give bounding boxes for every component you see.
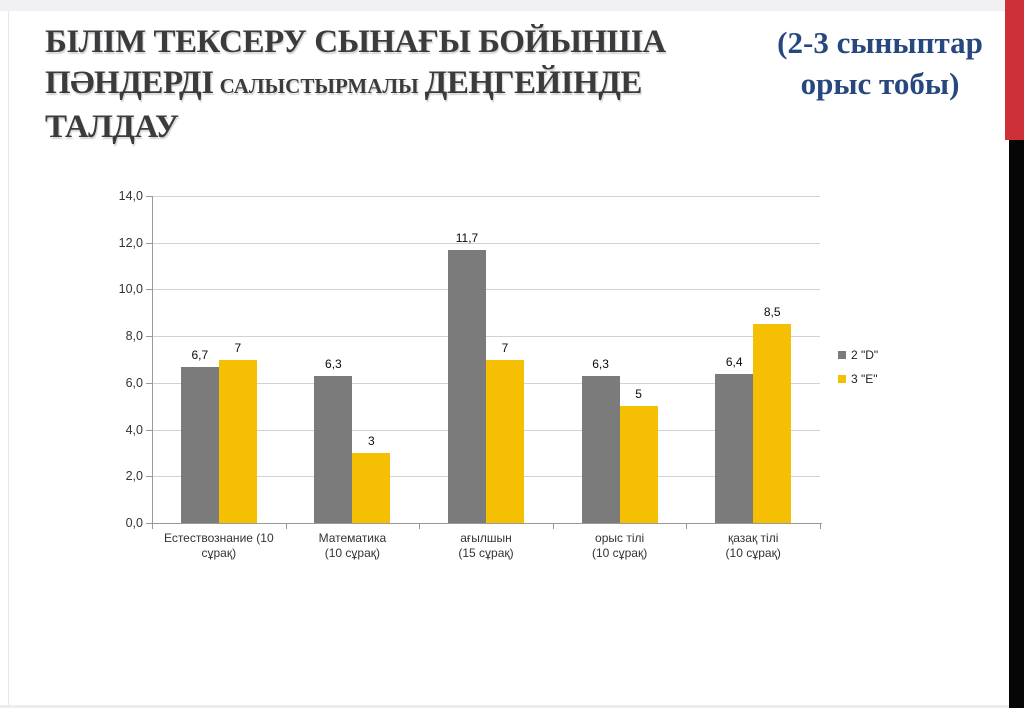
bar xyxy=(753,324,792,523)
y-tick-mark xyxy=(146,242,152,244)
title-line1: БІЛІМ ТЕКСЕРУ СЫНАҒЫ БОЙЫНША xyxy=(45,24,666,60)
gridline xyxy=(152,242,820,244)
category-label: Естествознание (10 сұрақ) xyxy=(152,531,286,561)
bar-value-label: 11,7 xyxy=(455,230,479,245)
category-label-line: сұрақ) xyxy=(201,546,237,560)
bar xyxy=(180,366,219,523)
x-axis-line xyxy=(146,523,822,524)
bar-value-label: 6,7 xyxy=(191,347,209,362)
y-tick-label: 2,0 xyxy=(125,469,143,484)
y-tick-mark xyxy=(146,523,152,524)
category-label-line: орыс тілі xyxy=(595,531,645,545)
bar xyxy=(486,359,524,523)
y-axis-labels: 0,0 2,0 4,0 6,0 8,0 10,0 12,0 14,0 xyxy=(98,189,143,530)
category-label-line: (10 сұрақ) xyxy=(591,546,648,560)
slide-border-top xyxy=(0,0,1024,11)
y-tick-label: 14,0 xyxy=(118,189,143,203)
slide-border-bottom xyxy=(0,705,1024,708)
y-tick-label: 6,0 xyxy=(125,375,143,390)
category-label-line: Математика xyxy=(318,531,387,545)
subtitle-line1: (2-3 сыныптар xyxy=(777,25,983,60)
bar-value-label: 7 xyxy=(234,340,242,355)
y-tick-mark xyxy=(146,382,152,384)
bar xyxy=(314,375,353,523)
y-tick-mark xyxy=(146,336,152,338)
slide-title: БІЛІМ ТЕКСЕРУ СЫНАҒЫ БОЙЫНША ПӘНДЕРДІ САЛ… xyxy=(45,22,769,148)
bar-value-label: 6,3 xyxy=(325,356,342,371)
x-tick-mark xyxy=(285,524,287,529)
y-axis-line xyxy=(152,196,153,524)
y-tick-mark xyxy=(146,289,152,291)
y-tick-label: 4,0 xyxy=(125,422,143,437)
gridline xyxy=(152,196,820,197)
legend-label: 2 "D" xyxy=(851,348,879,362)
legend-label: 3 "E" xyxy=(851,372,878,386)
x-tick-mark xyxy=(152,524,153,529)
slide-subtitle: (2-3 сыныптар орыс тобы) xyxy=(770,22,990,104)
x-tick-mark xyxy=(419,524,421,529)
bar xyxy=(715,373,754,523)
legend-swatch xyxy=(838,351,846,359)
red-accent-stripe xyxy=(1005,0,1024,140)
y-tick-mark xyxy=(146,196,152,197)
y-tick-label: 10,0 xyxy=(118,282,143,297)
legend-item: 3 "E" xyxy=(838,372,878,386)
category-label-line: (10 сұрақ) xyxy=(725,546,781,560)
bar-value-label: 3 xyxy=(368,433,375,448)
y-tick-label: 12,0 xyxy=(118,235,143,250)
category-label-line: ағылшын xyxy=(460,531,512,545)
category-label-line: (15 сұрақ) xyxy=(458,546,514,560)
y-tick-label: 8,0 xyxy=(125,329,143,344)
bar-value-label: 7 xyxy=(501,340,509,355)
category-label-line: Естествознание (10 xyxy=(163,531,274,545)
subtitle-line2: орыс тобы) xyxy=(800,66,960,101)
legend-item: 2 "D" xyxy=(838,348,879,362)
x-axis-category-labels: Естествознание (10 сұрақ) Математика (10 сұ… xyxy=(152,531,820,571)
bar xyxy=(448,249,486,523)
gridline xyxy=(152,336,820,338)
bar-value-label: 5 xyxy=(635,387,642,402)
y-tick-mark xyxy=(146,429,152,431)
x-tick-mark xyxy=(552,524,554,529)
black-accent-stripe xyxy=(1009,140,1024,708)
bar xyxy=(218,359,257,523)
y-tick-label: 0,0 xyxy=(125,516,143,530)
bar xyxy=(581,375,620,523)
gridline xyxy=(152,289,820,291)
category-label: Математика (10 сұрақ) xyxy=(286,531,420,561)
y-tick-mark xyxy=(146,476,152,478)
chart-legend: 2 "D" 3 "E" xyxy=(838,348,879,397)
legend-swatch xyxy=(838,375,846,383)
category-label: ағылшын (15 сұрақ) xyxy=(419,531,553,561)
bar xyxy=(352,452,391,523)
bar-value-label: 6,4 xyxy=(725,354,743,369)
chart-plot-area: 6,7 7 6,3 3 11,7 7 6,3 5 6,4 8,5 xyxy=(152,196,820,523)
category-label-line: (10 сұрақ) xyxy=(324,546,381,560)
bar xyxy=(619,406,658,523)
x-tick-mark xyxy=(820,524,821,529)
category-label-line: қазақ тілі xyxy=(727,531,779,545)
category-label: қазақ тілі (10 сұрақ) xyxy=(686,531,820,561)
title-line2: ПӘНДЕРДІ САЛЫСТЫРМАЛЫ ДЕҢГЕЙІНДЕ ТАЛДАУ xyxy=(45,65,642,145)
x-tick-mark xyxy=(686,524,688,529)
category-label: орыс тілі (10 сұрақ) xyxy=(553,531,687,561)
slide-border-left xyxy=(8,11,9,705)
bar-value-label: 8,5 xyxy=(763,305,781,320)
bar-value-label: 6,3 xyxy=(592,356,609,371)
